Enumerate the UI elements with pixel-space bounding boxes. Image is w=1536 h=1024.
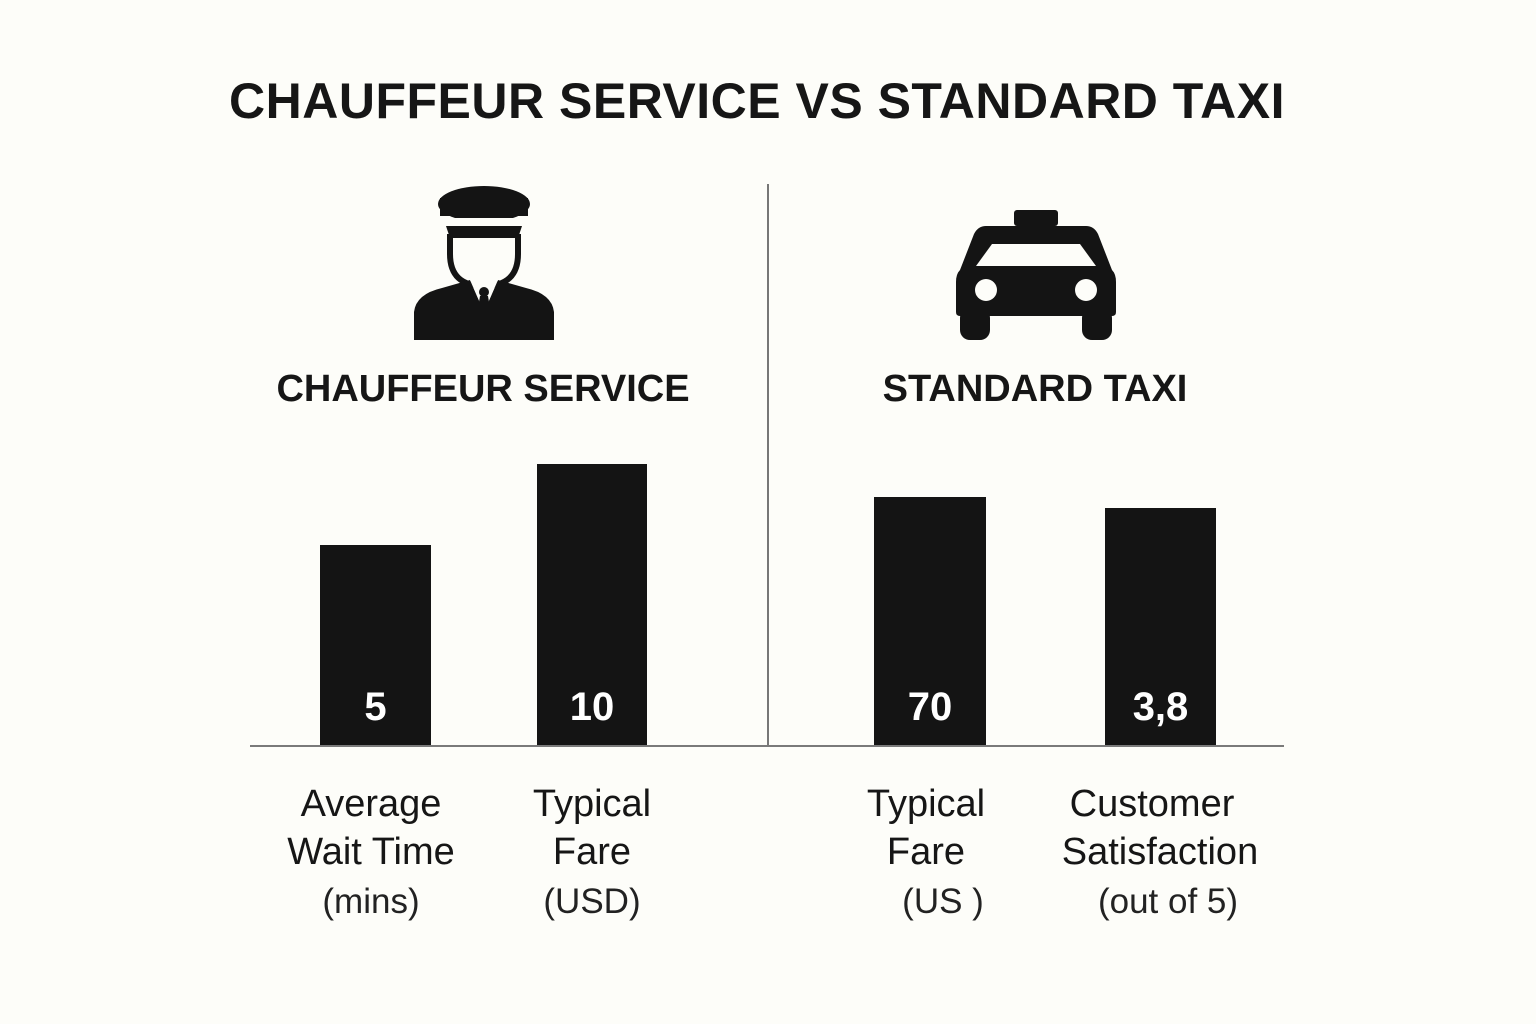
label-line-2: Satisfaction [1061, 831, 1259, 873]
label-line-1: Typical [866, 783, 986, 825]
taxi-section-heading: STANDARD TAXI [882, 368, 1188, 410]
chauffeur-icon [412, 184, 556, 340]
x-axis-baseline [250, 745, 1284, 747]
taxi-icon [956, 208, 1116, 340]
label-unit: (out of 5) [1097, 882, 1239, 921]
category-label-customer-satisfaction: Customer Satisfaction (out of 5) [1040, 780, 1280, 926]
chart-title: CHAUFFEUR SERVICE VS STANDARD TAXI [229, 73, 1285, 129]
label-unit: (USD) [543, 882, 641, 921]
bar-chauffeur-typical-fare: 10 [537, 464, 647, 746]
label-line-2: Fare [552, 831, 632, 873]
label-line-1: Average [300, 783, 442, 825]
label-line-1: Customer [1069, 783, 1235, 825]
bar-value-label: 70 [907, 685, 953, 729]
bar-taxi-typical-fare: 70 [874, 497, 986, 746]
label-line-2: Wait Time [287, 831, 455, 873]
bar-customer-satisfaction: 3,8 [1105, 508, 1216, 746]
chauffeur-section-heading: CHAUFFEUR SERVICE [276, 368, 690, 410]
bar-value-label: 3,8 [1132, 685, 1189, 729]
category-label-chauffeur-typical-fare: Typical Fare (USD) [492, 780, 692, 926]
panel-divider [767, 184, 769, 746]
bar-value-label: 5 [364, 685, 387, 729]
category-label-average-wait-time: Average Wait Time (mins) [250, 780, 492, 926]
label-line-1: Typical [532, 783, 652, 825]
bar-value-label: 10 [569, 685, 615, 729]
category-label-taxi-typical-fare: Typical Fare (US ) [826, 780, 1026, 926]
bar-average-wait-time: 5 [320, 545, 431, 746]
label-line-2: Fare [886, 831, 966, 873]
label-unit: (mins) [322, 882, 420, 921]
label-unit: (US ) [902, 882, 984, 921]
